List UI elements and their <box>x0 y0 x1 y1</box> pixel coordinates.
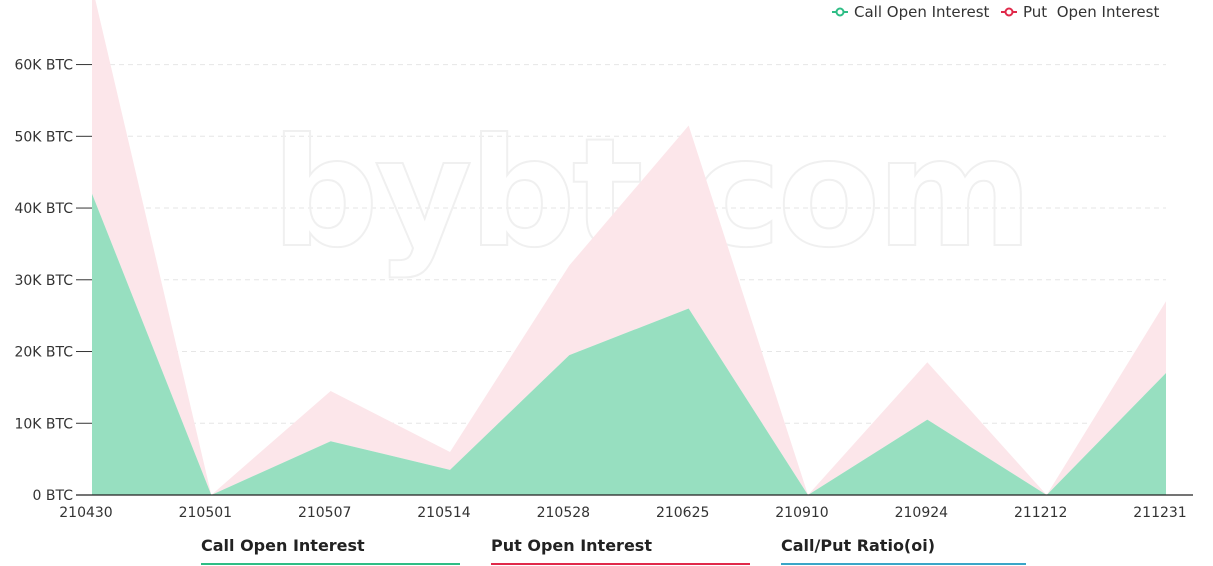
tab-underline <box>781 563 1026 565</box>
tab-label: Put Open Interest <box>491 536 652 555</box>
axes: 0 BTC 10K BTC 20K BTC 30K BTC 40K BTC 50K BTC… <box>14 58 1193 521</box>
y-tick-label: 20K BTC <box>14 345 73 361</box>
tab-label: Call/Put Ratio(oi) <box>781 536 936 555</box>
x-tick-label: 210507 <box>298 505 351 521</box>
y-tick-label: 0 BTC <box>33 488 74 504</box>
x-tick-label: 210924 <box>895 505 949 521</box>
x-tick-label: 211231 <box>1133 505 1186 521</box>
x-tick-label: 210528 <box>537 505 590 521</box>
x-tick-label: 211212 <box>1014 505 1067 521</box>
legend-item[interactable]: Put Open Interest <box>1001 3 1159 21</box>
tab-underline <box>491 563 750 565</box>
x-tick-label: 210501 <box>179 505 232 521</box>
y-tick-label: 10K BTC <box>14 416 73 432</box>
y-tick-label: 50K BTC <box>14 129 73 145</box>
legend[interactable]: Call Open Interest Put Open Interest <box>832 3 1159 21</box>
area-series <box>92 0 1166 495</box>
legend-item[interactable]: Call Open Interest <box>832 3 990 21</box>
x-tick-label: 210910 <box>775 505 828 521</box>
metric-tabs: Call Open Interest Put Open Interest Cal… <box>0 530 1213 566</box>
y-tick-label: 40K BTC <box>14 201 73 217</box>
tab-put-open-interest[interactable]: Put Open Interest <box>491 536 750 565</box>
grid-lines <box>92 64 1166 424</box>
x-tick-label: 210430 <box>59 505 112 521</box>
tab-label: Call Open Interest <box>201 536 365 555</box>
tab-call-put-ratio[interactable]: Call/Put Ratio(oi) <box>781 536 1026 565</box>
tab-call-open-interest[interactable]: Call Open Interest <box>201 536 460 565</box>
legend-marker <box>1004 7 1014 17</box>
y-tick-label: 60K BTC <box>14 58 73 74</box>
legend-marker <box>835 7 845 17</box>
y-tick-label: 30K BTC <box>14 273 73 289</box>
legend-label: Call Open Interest <box>854 3 990 21</box>
legend-label: Put Open Interest <box>1023 3 1159 21</box>
tab-underline <box>201 563 460 565</box>
call-open-interest-area <box>92 193 1166 495</box>
put-open-interest-area <box>92 0 1166 495</box>
x-tick-label: 210625 <box>656 505 709 521</box>
x-tick-label: 210514 <box>417 505 471 521</box>
